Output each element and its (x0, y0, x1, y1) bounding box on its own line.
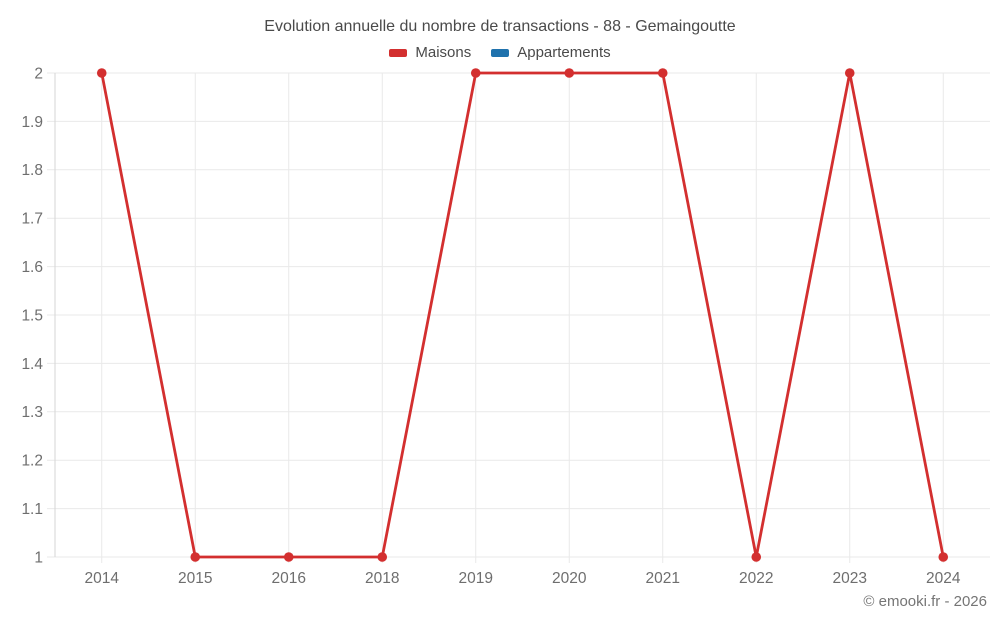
y-tick-label: 1.5 (21, 307, 43, 324)
y-tick-label: 2 (34, 65, 43, 82)
legend-label-appartements: Appartements (517, 44, 611, 61)
y-tick-label: 1.9 (21, 114, 43, 131)
data-point-maisons[interactable] (283, 552, 294, 562)
y-tick-label: 1.2 (21, 453, 43, 470)
y-tick-label: 1.8 (21, 162, 43, 179)
x-tick-label: 2015 (178, 570, 212, 587)
data-point-maisons[interactable] (190, 552, 201, 562)
x-tick-label: 2023 (833, 570, 867, 587)
x-tick-label: 2024 (926, 570, 961, 587)
legend-label-maisons: Maisons (415, 44, 472, 61)
appartements-swatch-icon (491, 48, 510, 57)
data-point-maisons[interactable] (377, 552, 388, 562)
y-tick-label: 1.6 (21, 259, 43, 276)
data-point-maisons[interactable] (96, 68, 107, 78)
x-tick-label: 2020 (552, 570, 587, 587)
x-tick-label: 2014 (85, 570, 120, 587)
x-tick-label: 2016 (272, 570, 306, 587)
y-tick-label: 1.4 (21, 356, 43, 373)
y-tick-label: 1.3 (21, 404, 43, 421)
y-tick-label: 1.7 (21, 211, 43, 228)
data-point-maisons[interactable] (751, 552, 762, 562)
data-point-maisons[interactable] (844, 68, 855, 78)
chart-title: Evolution annuelle du nombre de transact… (264, 18, 736, 35)
x-tick-label: 2021 (646, 570, 680, 587)
series-line-maisons (100, 71, 945, 559)
data-point-maisons[interactable] (657, 68, 668, 78)
y-tick-label: 1.1 (21, 501, 43, 518)
x-tick-label: 2018 (365, 570, 399, 587)
y-tick-label: 1 (34, 549, 43, 566)
data-point-maisons[interactable] (470, 68, 481, 78)
legend-item-appartements[interactable]: Appartements (491, 44, 611, 61)
x-tick-label: 2019 (459, 570, 493, 587)
data-point-maisons[interactable] (938, 552, 949, 562)
legend: Maisons Appartements (0, 44, 1000, 61)
legend-item-maisons[interactable]: Maisons (389, 44, 471, 61)
maisons-swatch-icon (389, 48, 408, 57)
data-point-maisons[interactable] (564, 68, 575, 78)
x-tick-label: 2022 (739, 570, 773, 587)
watermark: © emooki.fr - 2026 (863, 593, 987, 610)
